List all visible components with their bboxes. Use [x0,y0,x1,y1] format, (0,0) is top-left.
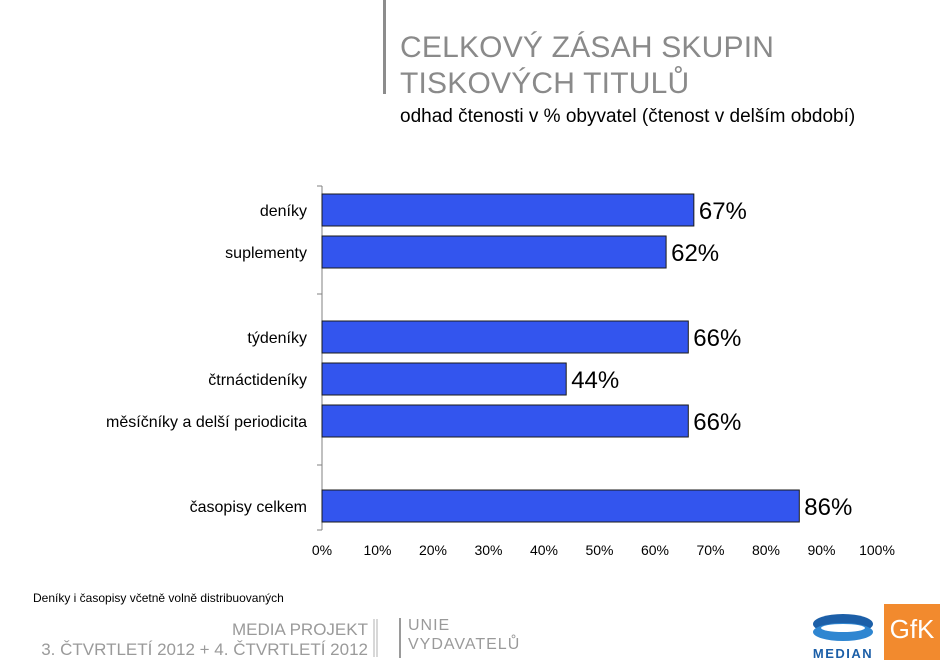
media-projekt-label: MEDIA PROJEKT [231,620,368,639]
data-label-0: 67% [699,198,747,225]
x-tick-label-2: 20% [419,542,447,558]
chart-title: CELKOVÝ ZÁSAH SKUPIN TISKOVÝCH TITULŮ [400,30,774,102]
bar-3 [321,362,567,396]
bar-4 [321,404,689,438]
data-label-4: 66% [693,409,741,436]
chart-subtitle: odhad čtenosti v % obyvatel (čtenost v d… [400,106,856,127]
data-label-3: 44% [571,367,619,394]
gfk-logo-icon [884,604,940,660]
x-tick-label-4: 40% [530,542,558,558]
category-label-4: měsíčníky a delší periodicita [106,414,307,431]
bar-0 [321,193,695,227]
x-tick-label-5: 50% [585,542,613,558]
data-label-1: 62% [671,240,719,267]
bar-chart: deníky 67% suplementy 62% týdeníky 66% čtrnáct… [106,185,895,558]
x-tick-label-1: 10% [363,542,391,558]
bar-5 [321,489,800,523]
x-tick-label-6: 60% [641,542,669,558]
x-tick-label-7: 70% [696,542,724,558]
footnote: Deníky i časopisy včetně volně distribuo… [33,591,284,605]
x-tick-label-8: 80% [752,542,780,558]
title-divider [383,0,386,94]
chart-title-line-2: TISKOVÝCH TITULŮ [400,67,690,100]
unie-label: UNIE [408,617,451,634]
category-label-5: časopisy celkem [190,499,307,516]
bar-1 [321,235,667,269]
period-label: 3. ČTVRTLETÍ 2012 + 4. ČTVRTLETÍ 2012 [41,640,368,659]
data-label-5: 86% [804,494,852,521]
category-label-1: suplementy [225,245,307,262]
x-tick-label-9: 90% [807,542,835,558]
bar-2 [321,320,689,354]
x-tick-label-10: 100% [859,542,895,558]
unie-divider [399,618,401,658]
vydavatelu-label: VYDAVATELŮ [408,636,521,653]
category-label-3: čtrnáctideníky [208,372,307,389]
x-tick-label-3: 30% [474,542,502,558]
data-label-2: 66% [693,325,741,352]
category-label-2: týdeníky [247,330,307,347]
median-logo-text: MEDIAN [812,646,874,661]
gfk-logo-text: GfK [889,614,935,644]
chart-title-line-1: CELKOVÝ ZÁSAH SKUPIN [400,31,775,64]
x-tick-label-0: 0% [312,542,332,558]
cpa-logo-icon [371,617,381,659]
category-label-0: deníky [260,203,307,220]
median-logo-icon [813,614,873,641]
